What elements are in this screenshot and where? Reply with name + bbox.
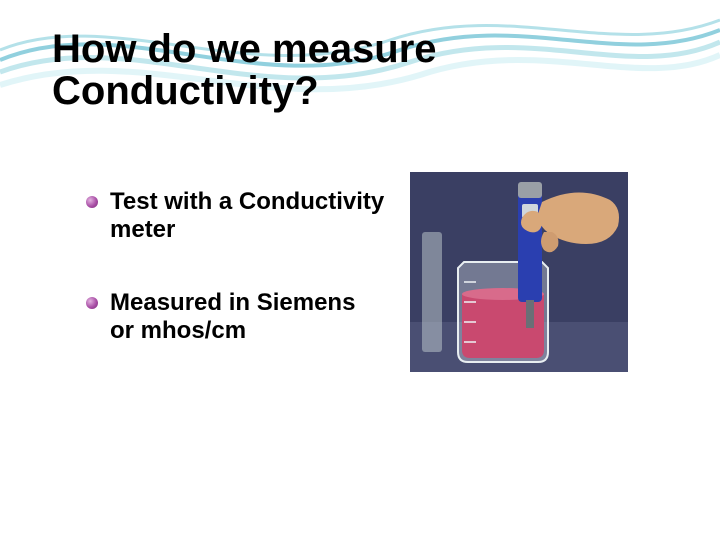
bullet-text: Measured in Siemens or mhos/cm [110, 289, 355, 344]
photo-meter-body [518, 182, 542, 302]
bullet-list: Test with a Conductivity meter Measured … [86, 188, 386, 389]
photo-cylinder [422, 232, 442, 352]
bullet-text: Test with a Conductivity meter [110, 188, 384, 243]
slide-title: How do we measure Conductivity? [52, 28, 652, 112]
bullet-item-2: Measured in Siemens or mhos/cm [86, 289, 386, 346]
photo-meter-cap [518, 182, 542, 198]
conductivity-photo [410, 172, 628, 372]
bullet-item-1: Test with a Conductivity meter [86, 188, 386, 245]
photo-meter-probe [526, 300, 534, 328]
